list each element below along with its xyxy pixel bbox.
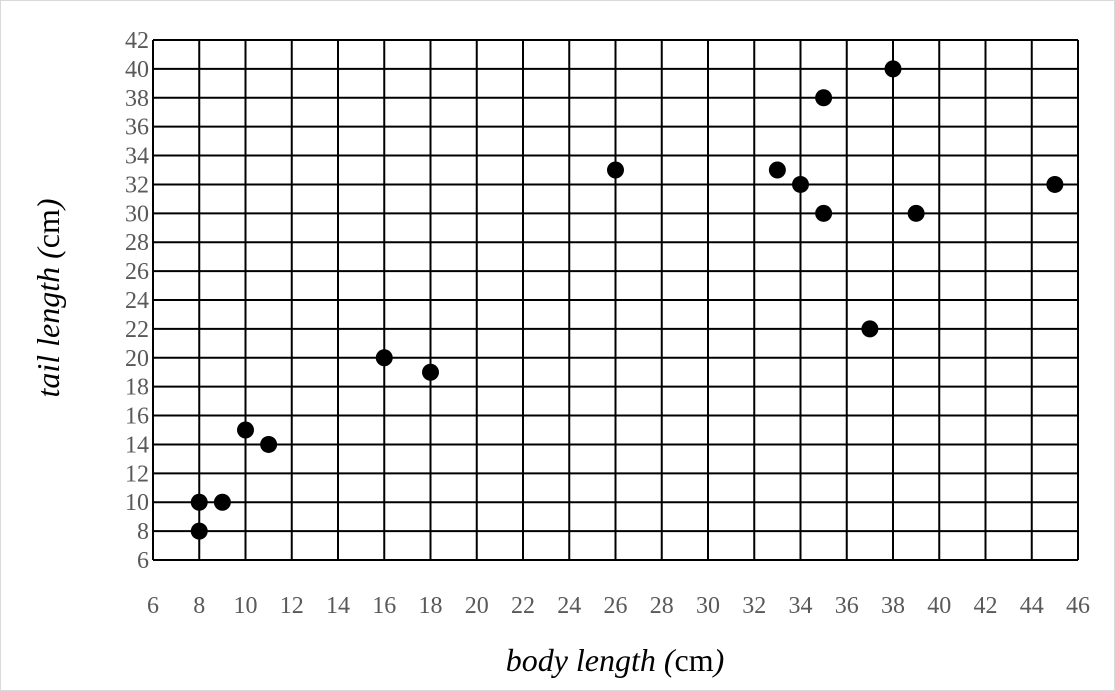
y-tick-label: 8 [137,519,149,545]
y-tick-label: 12 [125,461,149,487]
data-point [884,60,902,78]
y-tick-label: 34 [125,144,149,170]
data-point [237,421,254,439]
x-tick-label: 44 [1020,593,1044,619]
x-tick-label: 26 [604,593,628,619]
y-tick-label: 26 [125,259,149,285]
y-tick-label: 14 [125,432,149,458]
x-tick-label: 24 [557,593,581,619]
x-tick-label: 10 [234,593,258,619]
x-axis-title-close: ) [712,642,725,678]
x-tick-label: 6 [147,593,159,619]
x-axis-title: body length (cm) [506,642,725,678]
y-tick-label: 42 [125,28,149,54]
y-tick-label: 28 [125,230,149,256]
gridlines [152,39,1079,561]
x-tick-label: 20 [465,593,489,619]
data-point [607,161,624,179]
data-point [375,349,393,367]
x-tick-label: 18 [419,593,443,619]
x-tick-label: 22 [511,593,535,619]
x-tick-label: 28 [650,593,674,619]
x-tick-label: 8 [193,593,205,619]
data-point [768,161,786,179]
data-point [260,435,278,453]
y-tick-label: 18 [125,375,149,401]
x-tick-label: 36 [835,593,859,619]
data-point [422,363,439,381]
x-tick-label: 34 [789,593,813,619]
y-tick-label: 36 [125,115,149,141]
y-tick-label: 40 [125,57,149,83]
y-tick-label: 20 [125,346,149,372]
x-axis-title-unit: cm [675,642,714,678]
y-tick-label: 22 [125,317,149,343]
y-tick-label: 38 [125,86,149,112]
data-points [190,60,1064,540]
data-point [792,175,809,193]
x-tick-label: 14 [326,593,350,619]
x-axis-title-italic: body length ( [506,642,677,678]
x-tick-label: 32 [742,593,766,619]
y-axis-title: tail length (cm) [30,198,66,397]
y-axis-title-italic: tail length ( [30,246,66,398]
data-point [190,522,208,540]
y-tick-label: 10 [125,490,149,516]
x-tick-labels: 6 8 10 12 14 16 18 20 22 24 26 28 30 32 34 36 38 40 42 44 46 [147,593,1090,619]
x-tick-label: 30 [696,593,720,619]
y-tick-label: 16 [125,404,149,430]
data-point [861,320,879,338]
x-tick-label: 16 [372,593,396,619]
x-tick-label: 42 [974,593,998,619]
data-point [213,493,231,511]
data-point [907,204,925,222]
x-tick-label: 40 [927,593,951,619]
y-axis-title-unit: cm [30,209,66,248]
y-tick-label: 30 [125,201,149,227]
data-point [1046,175,1064,193]
y-tick-label: 24 [125,288,149,314]
data-point [815,89,833,107]
y-axis-title-close: ) [30,198,66,211]
data-point [815,204,833,222]
y-tick-label: 32 [125,172,149,198]
x-tick-label: 38 [881,593,905,619]
x-tick-label: 12 [280,593,304,619]
y-tick-label: 6 [137,548,149,574]
x-tick-label: 46 [1066,593,1090,619]
data-point [190,493,208,511]
